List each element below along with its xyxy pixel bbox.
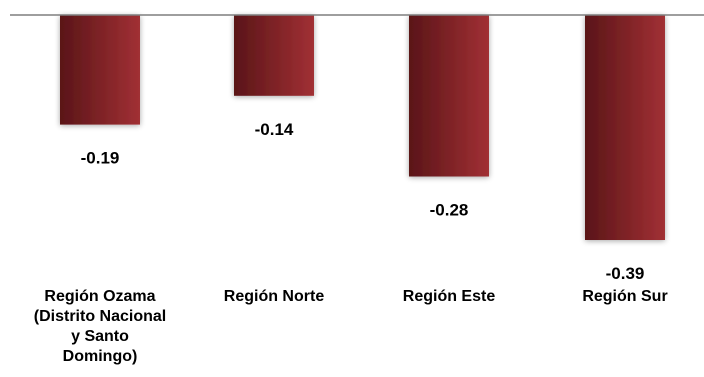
bars-group: [60, 15, 665, 240]
bar-2: [234, 15, 314, 96]
category-label-1: Región Ozama (Distrito Nacional y Santo Dom…: [34, 288, 166, 365]
bar-1: [60, 15, 140, 125]
bar-4: [585, 15, 665, 240]
category-label-4: Región Sur: [582, 288, 667, 305]
category-labels-group: Región Ozama (Distrito Nacional y Santo Dom…: [34, 288, 668, 365]
bar-3: [409, 15, 489, 177]
value-label-3: -0.28: [430, 201, 469, 220]
value-labels-group: -0.19 -0.14 -0.28 -0.39: [81, 120, 645, 283]
value-label-1: -0.19: [81, 149, 120, 168]
value-label-2: -0.14: [255, 120, 294, 139]
value-label-4: -0.39: [606, 264, 645, 283]
category-label-3: Región Este: [403, 288, 496, 305]
category-label-2: Región Norte: [224, 288, 325, 305]
